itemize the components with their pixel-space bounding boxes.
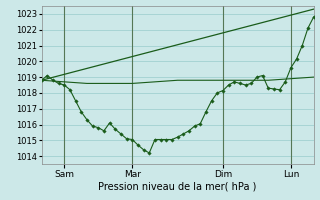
X-axis label: Pression niveau de la mer( hPa ): Pression niveau de la mer( hPa ): [99, 181, 257, 191]
